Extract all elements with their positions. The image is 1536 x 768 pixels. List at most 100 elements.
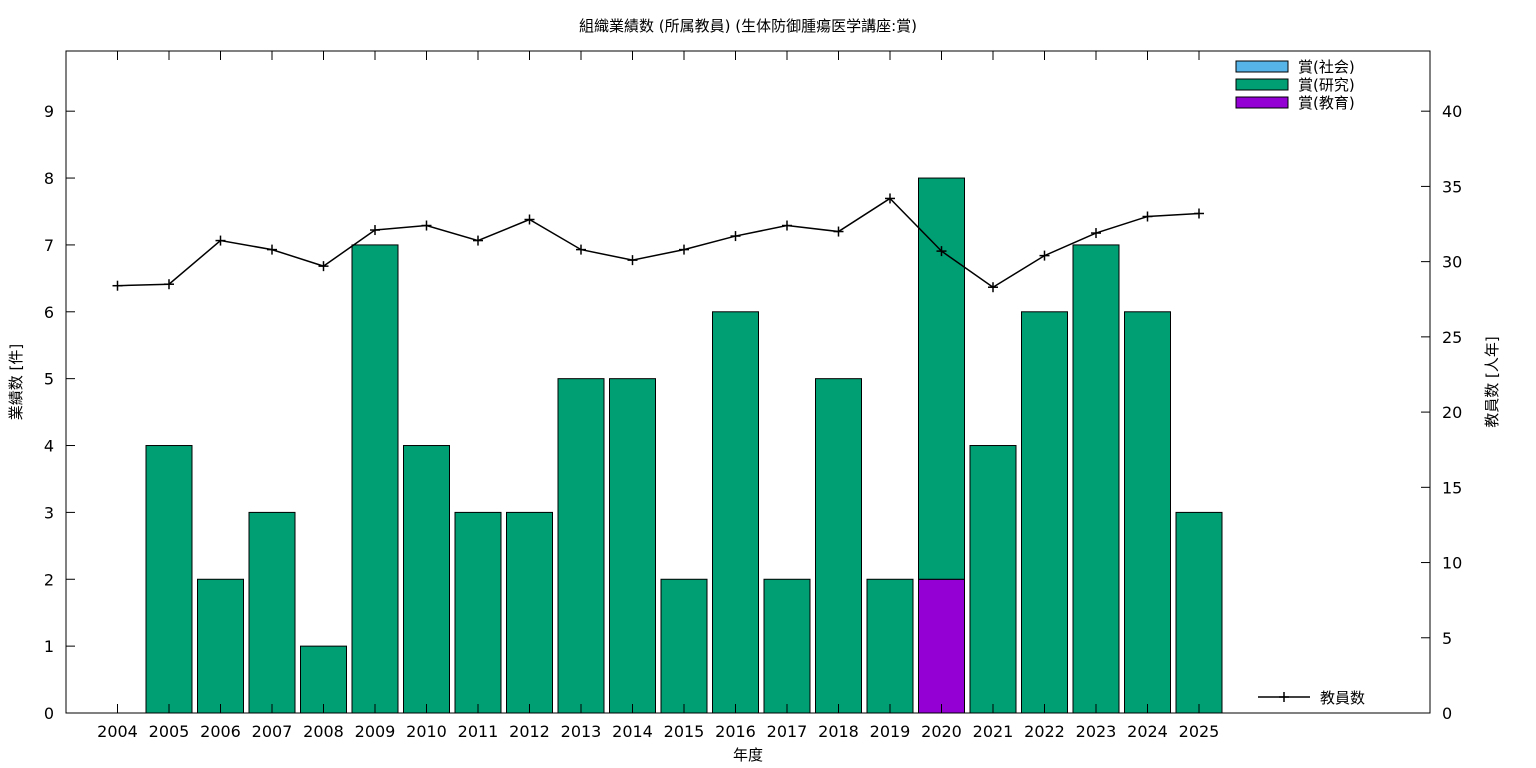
y2-tick-label: 0 <box>1442 704 1452 723</box>
x-tick-label: 2005 <box>149 722 190 741</box>
bar-2023-賞(研究) <box>1072 244 1120 714</box>
line-point-2020 <box>936 246 947 257</box>
legend-label: 賞(研究) <box>1298 76 1355 94</box>
bar-2009-賞(研究) <box>351 244 399 714</box>
bar-2012-賞(研究) <box>506 511 553 714</box>
y-tick-label: 0 <box>44 704 54 723</box>
x-tick-label: 2011 <box>458 722 499 741</box>
x-tick-label: 2022 <box>1024 722 1065 741</box>
line-legend-label: 教員数 <box>1320 689 1365 707</box>
bar-2020-賞(教育) <box>918 578 965 714</box>
line-point-2017 <box>782 220 792 231</box>
line-point-2007 <box>267 244 277 255</box>
line-point-2022 <box>1039 250 1050 261</box>
bar-2020-賞(研究) <box>918 177 965 580</box>
line-point-2018 <box>833 226 844 237</box>
line-point-2025 <box>1194 208 1204 219</box>
y-tick-label: 6 <box>44 303 54 322</box>
x-tick-label: 2010 <box>406 722 447 741</box>
y2-tick-label: 25 <box>1442 328 1462 347</box>
bar-2022-賞(研究) <box>1021 311 1068 714</box>
x-tick-label: 2019 <box>870 722 911 741</box>
x-tick-label: 2016 <box>715 722 756 741</box>
bar-2007-賞(研究) <box>248 511 296 714</box>
x-tick-label: 2007 <box>252 722 293 741</box>
y2-tick-label: 5 <box>1442 629 1452 648</box>
legend: 賞(社会)賞(研究)賞(教育) <box>1235 58 1355 112</box>
x-tick-label: 2008 <box>303 722 344 741</box>
bar-2008-賞(研究) <box>300 645 347 714</box>
y-tick-label: 7 <box>44 236 54 255</box>
bar-2019-賞(研究) <box>866 578 914 714</box>
line-legend: 教員数 <box>1258 689 1365 707</box>
line-point-2023 <box>1091 228 1101 239</box>
bar-2006-賞(研究) <box>197 578 244 714</box>
x-tick-label: 2004 <box>97 722 138 741</box>
bar-2018-賞(研究) <box>815 378 862 714</box>
x-tick-label: 2009 <box>355 722 396 741</box>
chart-title: 組織業績数 (所属教員) (生体防御腫瘍医学講座:賞) <box>579 17 917 35</box>
line-point-2006 <box>215 235 226 246</box>
line-point-2011 <box>473 235 483 246</box>
line-layer <box>112 193 1204 293</box>
bar-2011-賞(研究) <box>454 511 502 714</box>
legend-swatch <box>1235 96 1289 109</box>
y-axis: 0 1 2 3 4 5 6 7 8 9 <box>44 102 75 723</box>
bar-2014-賞(研究) <box>609 378 656 714</box>
y2-tick-label: 20 <box>1442 403 1462 422</box>
x-tick-label: 2023 <box>1076 722 1117 741</box>
y-tick-label: 8 <box>44 169 54 188</box>
line-point-2016 <box>730 231 741 242</box>
y-axis-label: 業績数 [件] <box>7 344 25 420</box>
y-tick-label: 5 <box>44 370 54 389</box>
y2-tick-label: 35 <box>1442 177 1462 196</box>
legend-swatch <box>1235 60 1289 73</box>
y2-tick-label: 40 <box>1442 102 1462 121</box>
x-tick-label: 2018 <box>818 722 859 741</box>
legend-label: 賞(社会) <box>1298 58 1355 76</box>
legend-swatch <box>1235 78 1289 91</box>
y-tick-label: 3 <box>44 503 54 522</box>
line-point-2015 <box>679 244 689 255</box>
x-tick-label: 2015 <box>664 722 705 741</box>
bar-2013-賞(研究) <box>557 378 605 714</box>
bar-2021-賞(研究) <box>969 445 1017 714</box>
line-point-2012 <box>524 214 535 225</box>
line-point-2024 <box>1142 211 1153 222</box>
y2-axis: 0 5 10 15 20 25 30 35 40 <box>1421 102 1462 723</box>
bar-2024-賞(研究) <box>1124 311 1171 714</box>
x-axis: 2004 2005 2006 2007 2008 2009 2010 2011 2012 2013… <box>97 51 1219 741</box>
legend-label: 賞(教育) <box>1298 94 1355 112</box>
y2-axis-label: 教員数 [人年] <box>1483 336 1501 427</box>
line-point-2008 <box>318 261 329 272</box>
line-point-2013 <box>576 244 586 255</box>
x-tick-label: 2021 <box>973 722 1014 741</box>
line-point-2014 <box>627 255 638 266</box>
x-tick-label: 2006 <box>200 722 241 741</box>
y-tick-label: 4 <box>44 437 54 456</box>
line-point-2009 <box>370 225 380 236</box>
x-tick-label: 2024 <box>1127 722 1168 741</box>
bar-2005-賞(研究) <box>145 445 193 714</box>
x-tick-label: 2025 <box>1179 722 1220 741</box>
faculty-count-line <box>117 197 1200 289</box>
x-tick-label: 2013 <box>561 722 602 741</box>
y2-tick-label: 15 <box>1442 478 1462 497</box>
x-tick-label: 2020 <box>921 722 962 741</box>
bar-2010-賞(研究) <box>403 445 450 714</box>
y-tick-label: 2 <box>44 570 54 589</box>
bar-2016-賞(研究) <box>712 311 759 714</box>
y-tick-label: 9 <box>44 102 54 121</box>
line-point-2019 <box>885 193 895 204</box>
x-tick-label: 2012 <box>509 722 550 741</box>
line-point-2021 <box>988 282 998 293</box>
y2-tick-label: 30 <box>1442 253 1462 272</box>
x-tick-label: 2017 <box>767 722 808 741</box>
line-point-2005 <box>164 279 174 290</box>
y-tick-label: 1 <box>44 637 54 656</box>
line-point-2004 <box>112 280 123 291</box>
bar-2015-賞(研究) <box>660 578 708 714</box>
bar-2017-賞(研究) <box>763 578 811 714</box>
bar-2025-賞(研究) <box>1175 511 1223 714</box>
